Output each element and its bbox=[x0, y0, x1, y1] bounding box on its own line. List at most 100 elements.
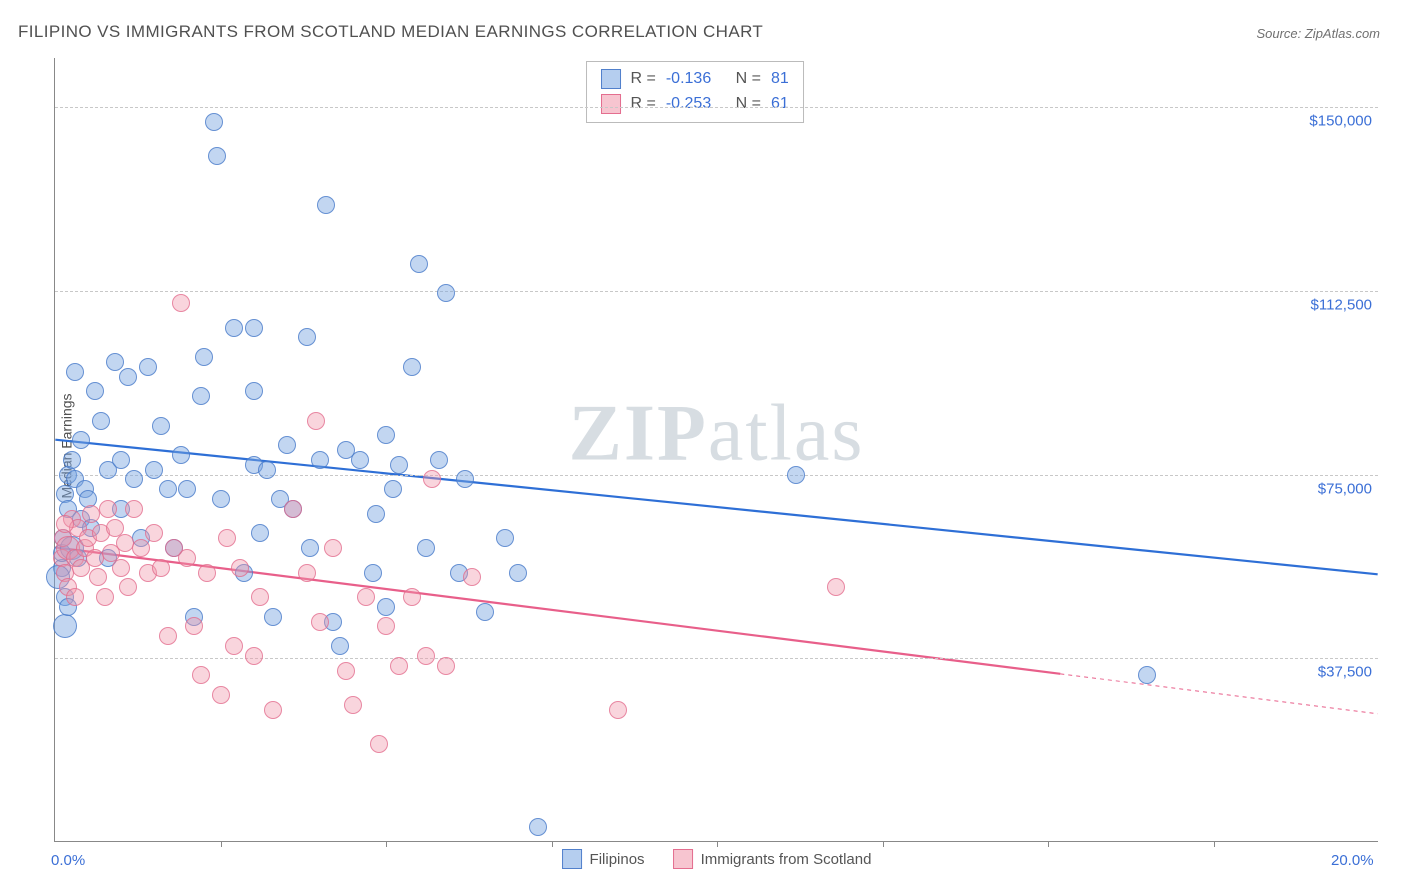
y-tick-label: $75,000 bbox=[1318, 480, 1372, 497]
data-point bbox=[331, 637, 349, 655]
data-point bbox=[82, 505, 100, 523]
data-point bbox=[245, 319, 263, 337]
x-tick-mark bbox=[221, 841, 222, 847]
data-point bbox=[251, 524, 269, 542]
data-point bbox=[139, 358, 157, 376]
data-point bbox=[119, 578, 137, 596]
data-point bbox=[437, 657, 455, 675]
data-point bbox=[357, 588, 375, 606]
legend-item-scotland: Immigrants from Scotland bbox=[673, 849, 872, 869]
data-point bbox=[112, 451, 130, 469]
data-point bbox=[116, 534, 134, 552]
data-point bbox=[125, 500, 143, 518]
data-point bbox=[529, 818, 547, 836]
data-point bbox=[1138, 666, 1156, 684]
data-point bbox=[192, 666, 210, 684]
data-point bbox=[476, 603, 494, 621]
legend-item-filipinos: Filipinos bbox=[562, 849, 645, 869]
data-point bbox=[195, 348, 213, 366]
data-point bbox=[317, 196, 335, 214]
data-point bbox=[231, 559, 249, 577]
page-title: FILIPINO VS IMMIGRANTS FROM SCOTLAND MED… bbox=[18, 22, 763, 42]
y-tick-label: $112,500 bbox=[1311, 296, 1372, 313]
data-point bbox=[172, 294, 190, 312]
data-point bbox=[787, 466, 805, 484]
data-point bbox=[218, 529, 236, 547]
data-point bbox=[92, 412, 110, 430]
data-point bbox=[125, 470, 143, 488]
x-tick-mark bbox=[1214, 841, 1215, 847]
data-point bbox=[311, 613, 329, 631]
data-point bbox=[178, 480, 196, 498]
data-point bbox=[377, 617, 395, 635]
data-point bbox=[225, 637, 243, 655]
trend-lines bbox=[55, 58, 1378, 841]
data-point bbox=[132, 539, 150, 557]
data-point bbox=[370, 735, 388, 753]
x-tick-mark bbox=[552, 841, 553, 847]
data-point bbox=[172, 446, 190, 464]
x-tick-mark bbox=[386, 841, 387, 847]
stats-row-scotland: R = -0.253 N = 61 bbox=[601, 92, 789, 117]
data-point bbox=[337, 662, 355, 680]
x-tick-mark bbox=[1048, 841, 1049, 847]
data-point bbox=[437, 284, 455, 302]
data-point bbox=[377, 426, 395, 444]
swatch-pink-icon bbox=[601, 94, 621, 114]
data-point bbox=[112, 559, 130, 577]
data-point bbox=[152, 559, 170, 577]
data-point bbox=[463, 568, 481, 586]
legend-label: Filipinos bbox=[590, 851, 645, 868]
data-point bbox=[72, 431, 90, 449]
data-point bbox=[119, 368, 137, 386]
data-point bbox=[344, 696, 362, 714]
gridline-h bbox=[55, 475, 1378, 476]
swatch-pink-icon bbox=[673, 849, 693, 869]
data-point bbox=[278, 436, 296, 454]
data-point bbox=[410, 255, 428, 273]
data-point bbox=[178, 549, 196, 567]
data-point bbox=[86, 382, 104, 400]
data-point bbox=[456, 470, 474, 488]
y-tick-label: $150,000 bbox=[1309, 113, 1372, 130]
data-point bbox=[390, 657, 408, 675]
data-point bbox=[152, 417, 170, 435]
data-point bbox=[89, 568, 107, 586]
data-point bbox=[66, 588, 84, 606]
data-point bbox=[264, 608, 282, 626]
data-point bbox=[258, 461, 276, 479]
data-point bbox=[245, 382, 263, 400]
data-point bbox=[99, 500, 117, 518]
source-attribution: Source: ZipAtlas.com bbox=[1256, 26, 1380, 41]
data-point bbox=[53, 614, 77, 638]
data-point bbox=[367, 505, 385, 523]
data-point bbox=[384, 480, 402, 498]
gridline-h bbox=[55, 291, 1378, 292]
data-point bbox=[264, 701, 282, 719]
data-point bbox=[364, 564, 382, 582]
data-point bbox=[417, 647, 435, 665]
data-point bbox=[86, 549, 104, 567]
data-point bbox=[403, 588, 421, 606]
data-point bbox=[423, 470, 441, 488]
swatch-blue-icon bbox=[562, 849, 582, 869]
data-point bbox=[245, 647, 263, 665]
gridline-h bbox=[55, 107, 1378, 108]
data-point bbox=[251, 588, 269, 606]
data-point bbox=[56, 515, 74, 533]
data-point bbox=[509, 564, 527, 582]
data-point bbox=[212, 686, 230, 704]
data-point bbox=[298, 328, 316, 346]
data-point bbox=[145, 461, 163, 479]
data-point bbox=[390, 456, 408, 474]
data-point bbox=[351, 451, 369, 469]
data-point bbox=[159, 627, 177, 645]
data-point bbox=[225, 319, 243, 337]
data-point bbox=[106, 353, 124, 371]
data-point bbox=[430, 451, 448, 469]
data-point bbox=[298, 564, 316, 582]
data-point bbox=[66, 363, 84, 381]
data-point bbox=[311, 451, 329, 469]
data-point bbox=[284, 500, 302, 518]
x-tick-mark bbox=[883, 841, 884, 847]
